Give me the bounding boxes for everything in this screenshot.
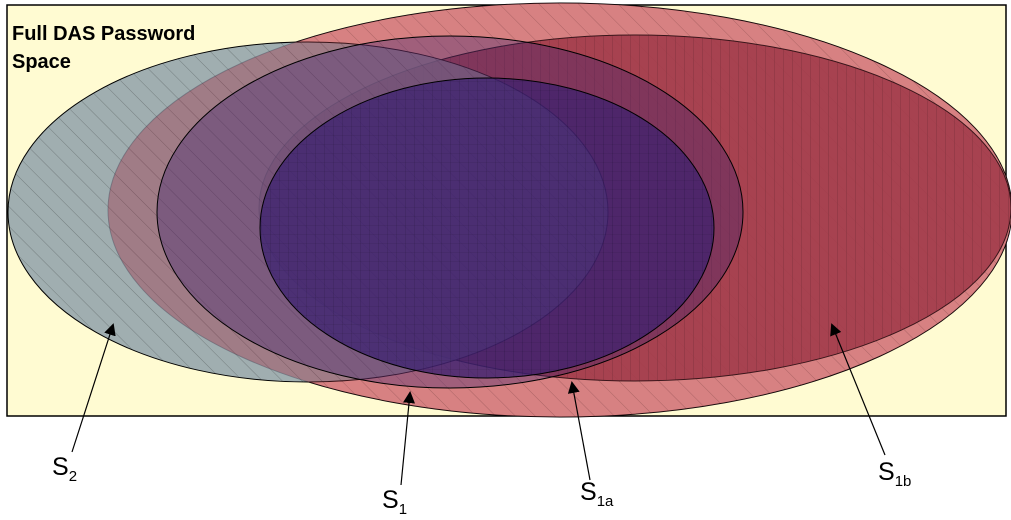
- arrow-s1: [400, 391, 415, 486]
- label-s1b: S1b: [878, 458, 911, 490]
- set-s1a-hatch: [260, 78, 714, 378]
- label-s1a: S1a: [580, 478, 614, 510]
- password-space-title-line2: Space: [12, 51, 71, 73]
- label-s2: S2: [52, 453, 77, 485]
- arrow-s2: [71, 323, 116, 453]
- password-space-title-line1: Full DAS Password: [12, 23, 195, 45]
- label-s1: S1: [382, 486, 407, 518]
- arrow-s1a: [567, 381, 591, 481]
- arrow-s1b: [830, 323, 886, 456]
